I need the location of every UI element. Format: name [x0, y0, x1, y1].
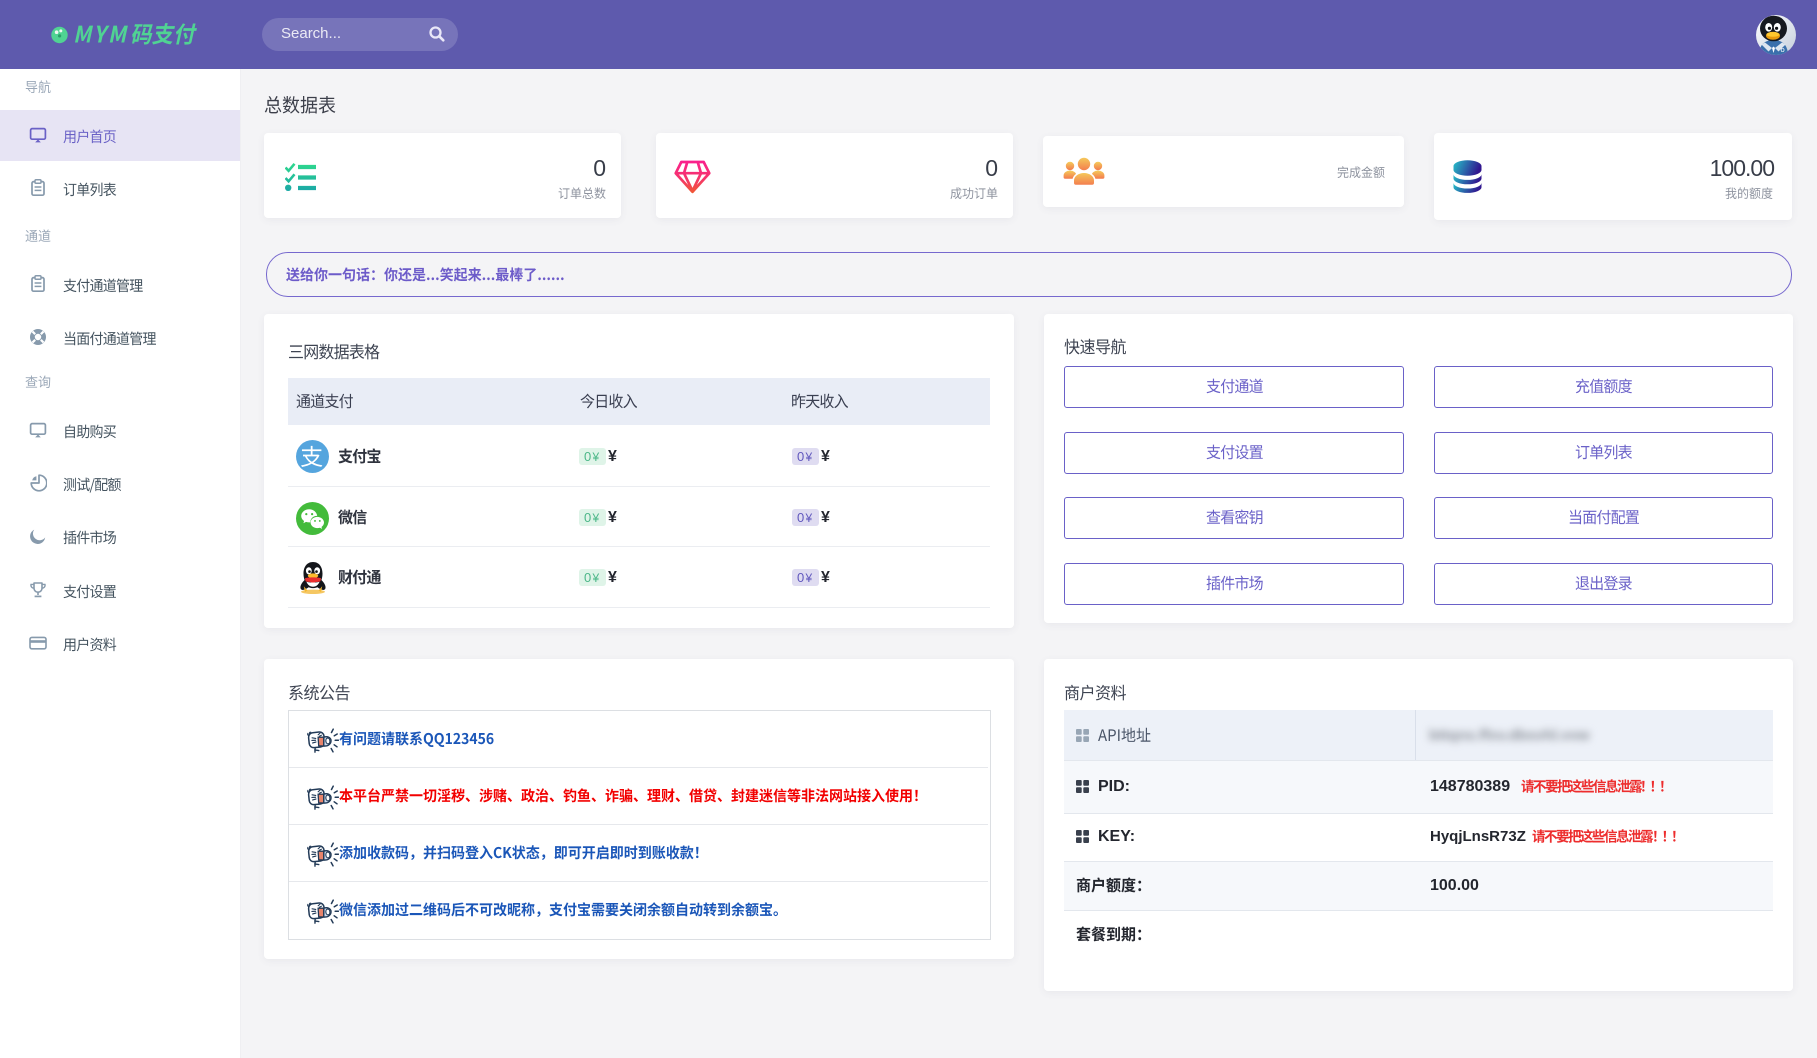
svg-text:o: o: [1781, 45, 1785, 54]
